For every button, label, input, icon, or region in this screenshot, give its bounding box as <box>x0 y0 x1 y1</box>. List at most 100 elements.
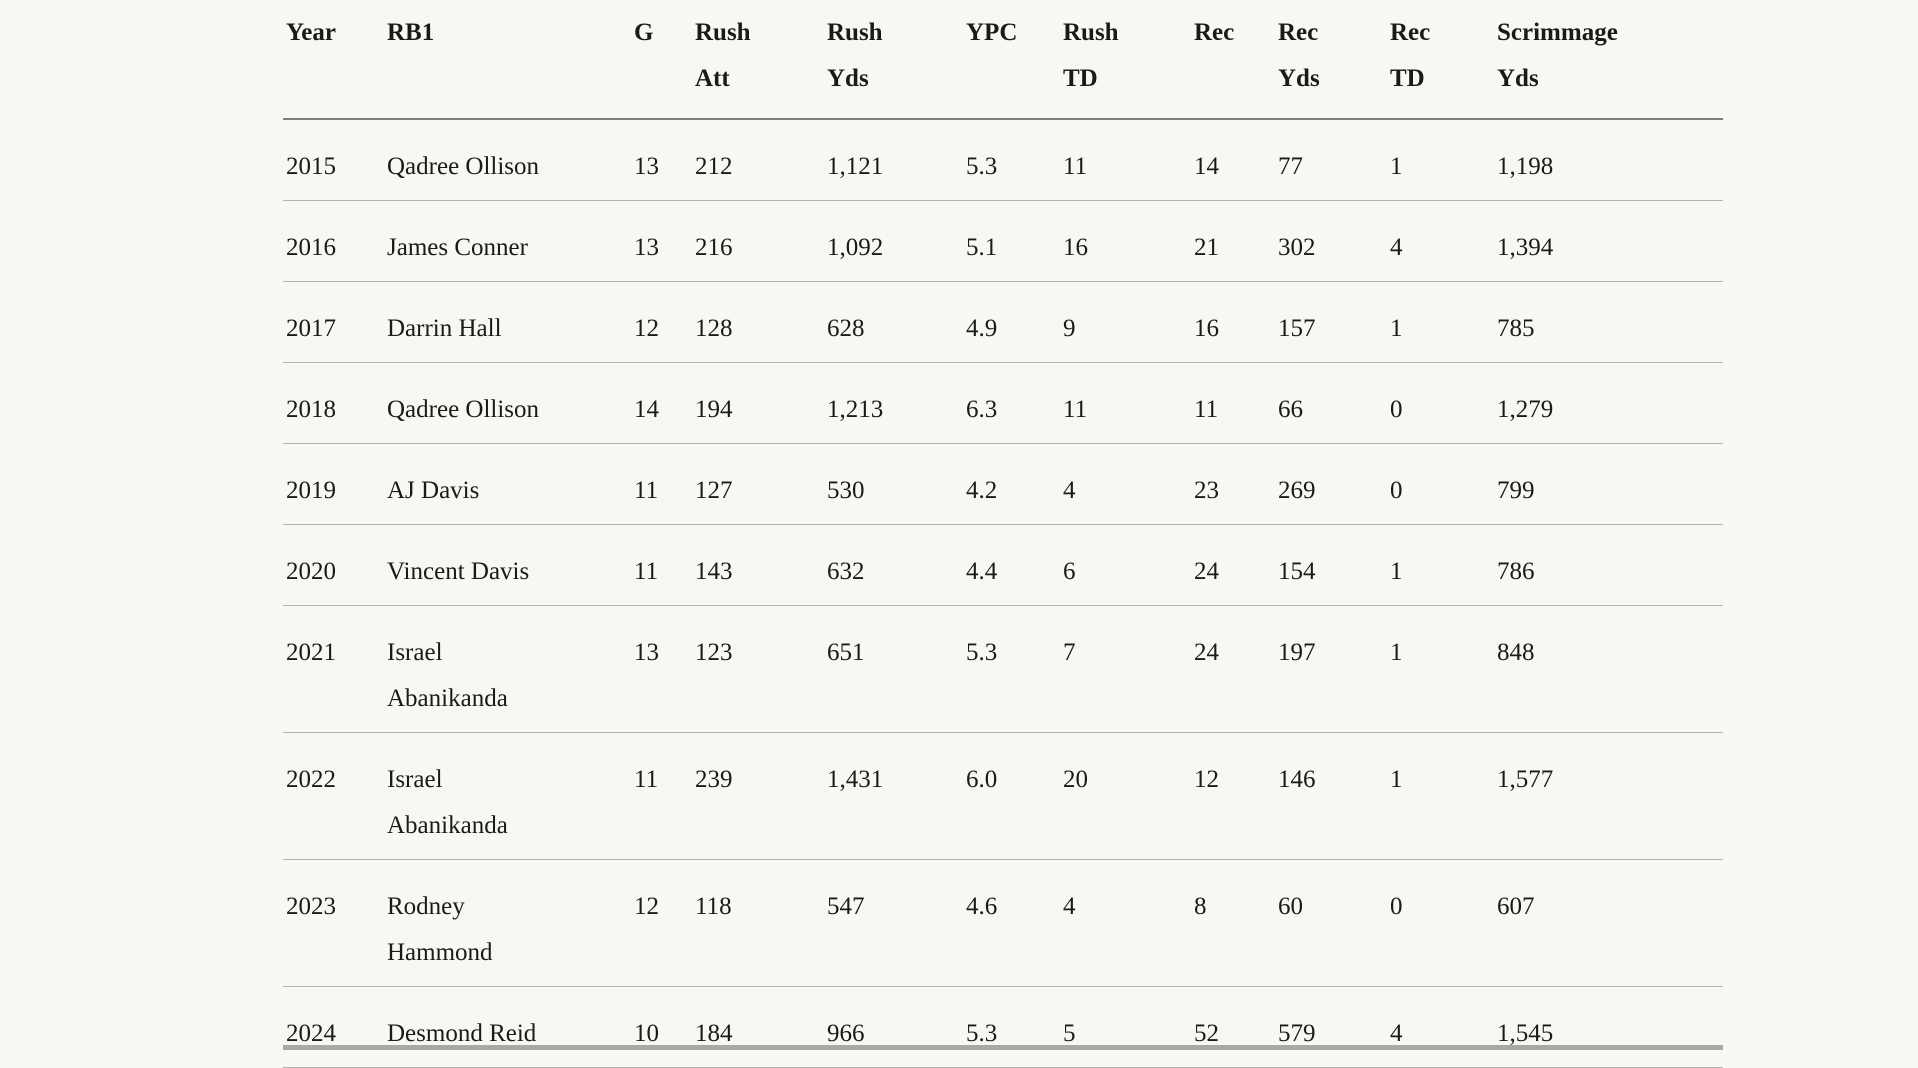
cell-rush_att: 216 <box>695 200 827 282</box>
column-header-rec: Rec <box>1194 0 1278 120</box>
cell-rec_yds: 60 <box>1278 859 1390 987</box>
column-header-rush_yds: Rush Yds <box>827 0 966 120</box>
cell-rush_att: 143 <box>695 524 827 606</box>
cell-scrimmage_yds: 1,545 <box>1497 986 1723 1068</box>
cell-year: 2020 <box>283 524 387 606</box>
cell-rush_yds: 628 <box>827 281 966 363</box>
cell-ypc: 4.2 <box>966 443 1063 525</box>
cell-year: 2015 <box>283 119 387 201</box>
cell-rec: 23 <box>1194 443 1278 525</box>
cell-rush_td: 11 <box>1063 362 1194 444</box>
cell-g: 11 <box>634 524 695 606</box>
table-row-2016: 2016 James Conner 13 216 1,092 5.1 16 21 302 4 1,3… <box>283 200 1723 282</box>
cell-rec_yds: 66 <box>1278 362 1390 444</box>
table-row-2021: 2021 Israel Abanikanda 13 123 651 5.3 7 24 197 1 8… <box>283 605 1723 733</box>
cell-rec_td: 0 <box>1390 362 1497 444</box>
column-header-ypc: YPC <box>966 0 1063 120</box>
table-header-row: Year RB1 G Rush Att Rush Yds YPC Rush TD Rec Rec… <box>283 0 1723 120</box>
cell-rb1: Desmond Reid <box>387 986 634 1068</box>
cell-rush_att: 123 <box>695 605 827 733</box>
cell-ypc: 5.3 <box>966 986 1063 1068</box>
cell-scrimmage_yds: 785 <box>1497 281 1723 363</box>
cell-rush_yds: 1,121 <box>827 119 966 201</box>
cell-ypc: 5.3 <box>966 119 1063 201</box>
cell-scrimmage_yds: 1,198 <box>1497 119 1723 201</box>
cell-rb1: Qadree Ollison <box>387 119 634 201</box>
cell-rec: 16 <box>1194 281 1278 363</box>
cell-scrimmage_yds: 786 <box>1497 524 1723 606</box>
cell-rec_yds: 154 <box>1278 524 1390 606</box>
cell-rb1: Israel Abanikanda <box>387 605 634 733</box>
cell-g: 14 <box>634 362 695 444</box>
cell-scrimmage_yds: 607 <box>1497 859 1723 987</box>
cell-g: 13 <box>634 119 695 201</box>
cell-ypc: 4.4 <box>966 524 1063 606</box>
cell-rb1: Vincent Davis <box>387 524 634 606</box>
cell-rush_td: 11 <box>1063 119 1194 201</box>
cell-rush_att: 118 <box>695 859 827 987</box>
table-body: 2015 Qadree Ollison 13 212 1,121 5.3 11 14 77 1 1,… <box>283 119 1723 1068</box>
column-header-rush_td: Rush TD <box>1063 0 1194 120</box>
cell-rush_att: 127 <box>695 443 827 525</box>
cell-year: 2016 <box>283 200 387 282</box>
cell-ypc: 4.6 <box>966 859 1063 987</box>
cell-rec_td: 1 <box>1390 281 1497 363</box>
cell-year: 2021 <box>283 605 387 733</box>
cell-rec_td: 1 <box>1390 119 1497 201</box>
cell-rush_td: 6 <box>1063 524 1194 606</box>
cell-rec_td: 4 <box>1390 986 1497 1068</box>
cell-rec_td: 1 <box>1390 732 1497 860</box>
cell-scrimmage_yds: 1,394 <box>1497 200 1723 282</box>
cell-rec: 8 <box>1194 859 1278 987</box>
column-header-g: G <box>634 0 695 120</box>
cell-g: 11 <box>634 443 695 525</box>
table-row-2019: 2019 AJ Davis 11 127 530 4.2 4 23 269 0 799 <box>283 443 1723 525</box>
cell-rush_yds: 547 <box>827 859 966 987</box>
cell-scrimmage_yds: 1,577 <box>1497 732 1723 860</box>
rb1-stats-table-container: Year RB1 G Rush Att Rush Yds YPC Rush TD Rec Rec… <box>283 0 1723 1068</box>
cell-rec: 52 <box>1194 986 1278 1068</box>
cell-rush_yds: 632 <box>827 524 966 606</box>
cell-g: 13 <box>634 605 695 733</box>
column-header-rec_yds: Rec Yds <box>1278 0 1390 120</box>
cell-rush_yds: 966 <box>827 986 966 1068</box>
cell-rush_yds: 1,213 <box>827 362 966 444</box>
cell-rush_att: 194 <box>695 362 827 444</box>
table-row-2017: 2017 Darrin Hall 12 128 628 4.9 9 16 157 1 785 <box>283 281 1723 363</box>
header-row: Year RB1 G Rush Att Rush Yds YPC Rush TD Rec Rec… <box>283 0 1723 120</box>
cell-rec_yds: 579 <box>1278 986 1390 1068</box>
cell-g: 10 <box>634 986 695 1068</box>
table-row-2024: 2024 Desmond Reid 10 184 966 5.3 5 52 579 4 1,545 <box>283 986 1723 1068</box>
cell-year: 2022 <box>283 732 387 860</box>
cell-ypc: 5.1 <box>966 200 1063 282</box>
cell-year: 2023 <box>283 859 387 987</box>
cell-rush_td: 4 <box>1063 443 1194 525</box>
table-row-2020: 2020 Vincent Davis 11 143 632 4.4 6 24 154 1 786 <box>283 524 1723 606</box>
cell-rush_yds: 530 <box>827 443 966 525</box>
cell-year: 2017 <box>283 281 387 363</box>
cell-rec_td: 4 <box>1390 200 1497 282</box>
table-row-2018: 2018 Qadree Ollison 14 194 1,213 6.3 11 11 66 0 1,… <box>283 362 1723 444</box>
cell-rb1: AJ Davis <box>387 443 634 525</box>
cell-rush_att: 184 <box>695 986 827 1068</box>
column-header-year: Year <box>283 0 387 120</box>
cell-rush_td: 9 <box>1063 281 1194 363</box>
cell-rush_td: 7 <box>1063 605 1194 733</box>
cell-year: 2019 <box>283 443 387 525</box>
cell-rec_yds: 146 <box>1278 732 1390 860</box>
cell-rec_yds: 77 <box>1278 119 1390 201</box>
cell-rec_yds: 269 <box>1278 443 1390 525</box>
cell-ypc: 5.3 <box>966 605 1063 733</box>
cell-rec: 14 <box>1194 119 1278 201</box>
cell-rb1: Rodney Hammond <box>387 859 634 987</box>
cell-rb1: Darrin Hall <box>387 281 634 363</box>
cell-rec_yds: 157 <box>1278 281 1390 363</box>
table-row-2015: 2015 Qadree Ollison 13 212 1,121 5.3 11 14 77 1 1,… <box>283 119 1723 201</box>
cell-g: 13 <box>634 200 695 282</box>
cell-rec: 12 <box>1194 732 1278 860</box>
table-row-2023: 2023 Rodney Hammond 12 118 547 4.6 4 8 60 0 607 <box>283 859 1723 987</box>
horizontal-scrollbar[interactable] <box>283 1045 1723 1050</box>
cell-ypc: 6.0 <box>966 732 1063 860</box>
cell-rush_td: 4 <box>1063 859 1194 987</box>
cell-rec_td: 1 <box>1390 524 1497 606</box>
